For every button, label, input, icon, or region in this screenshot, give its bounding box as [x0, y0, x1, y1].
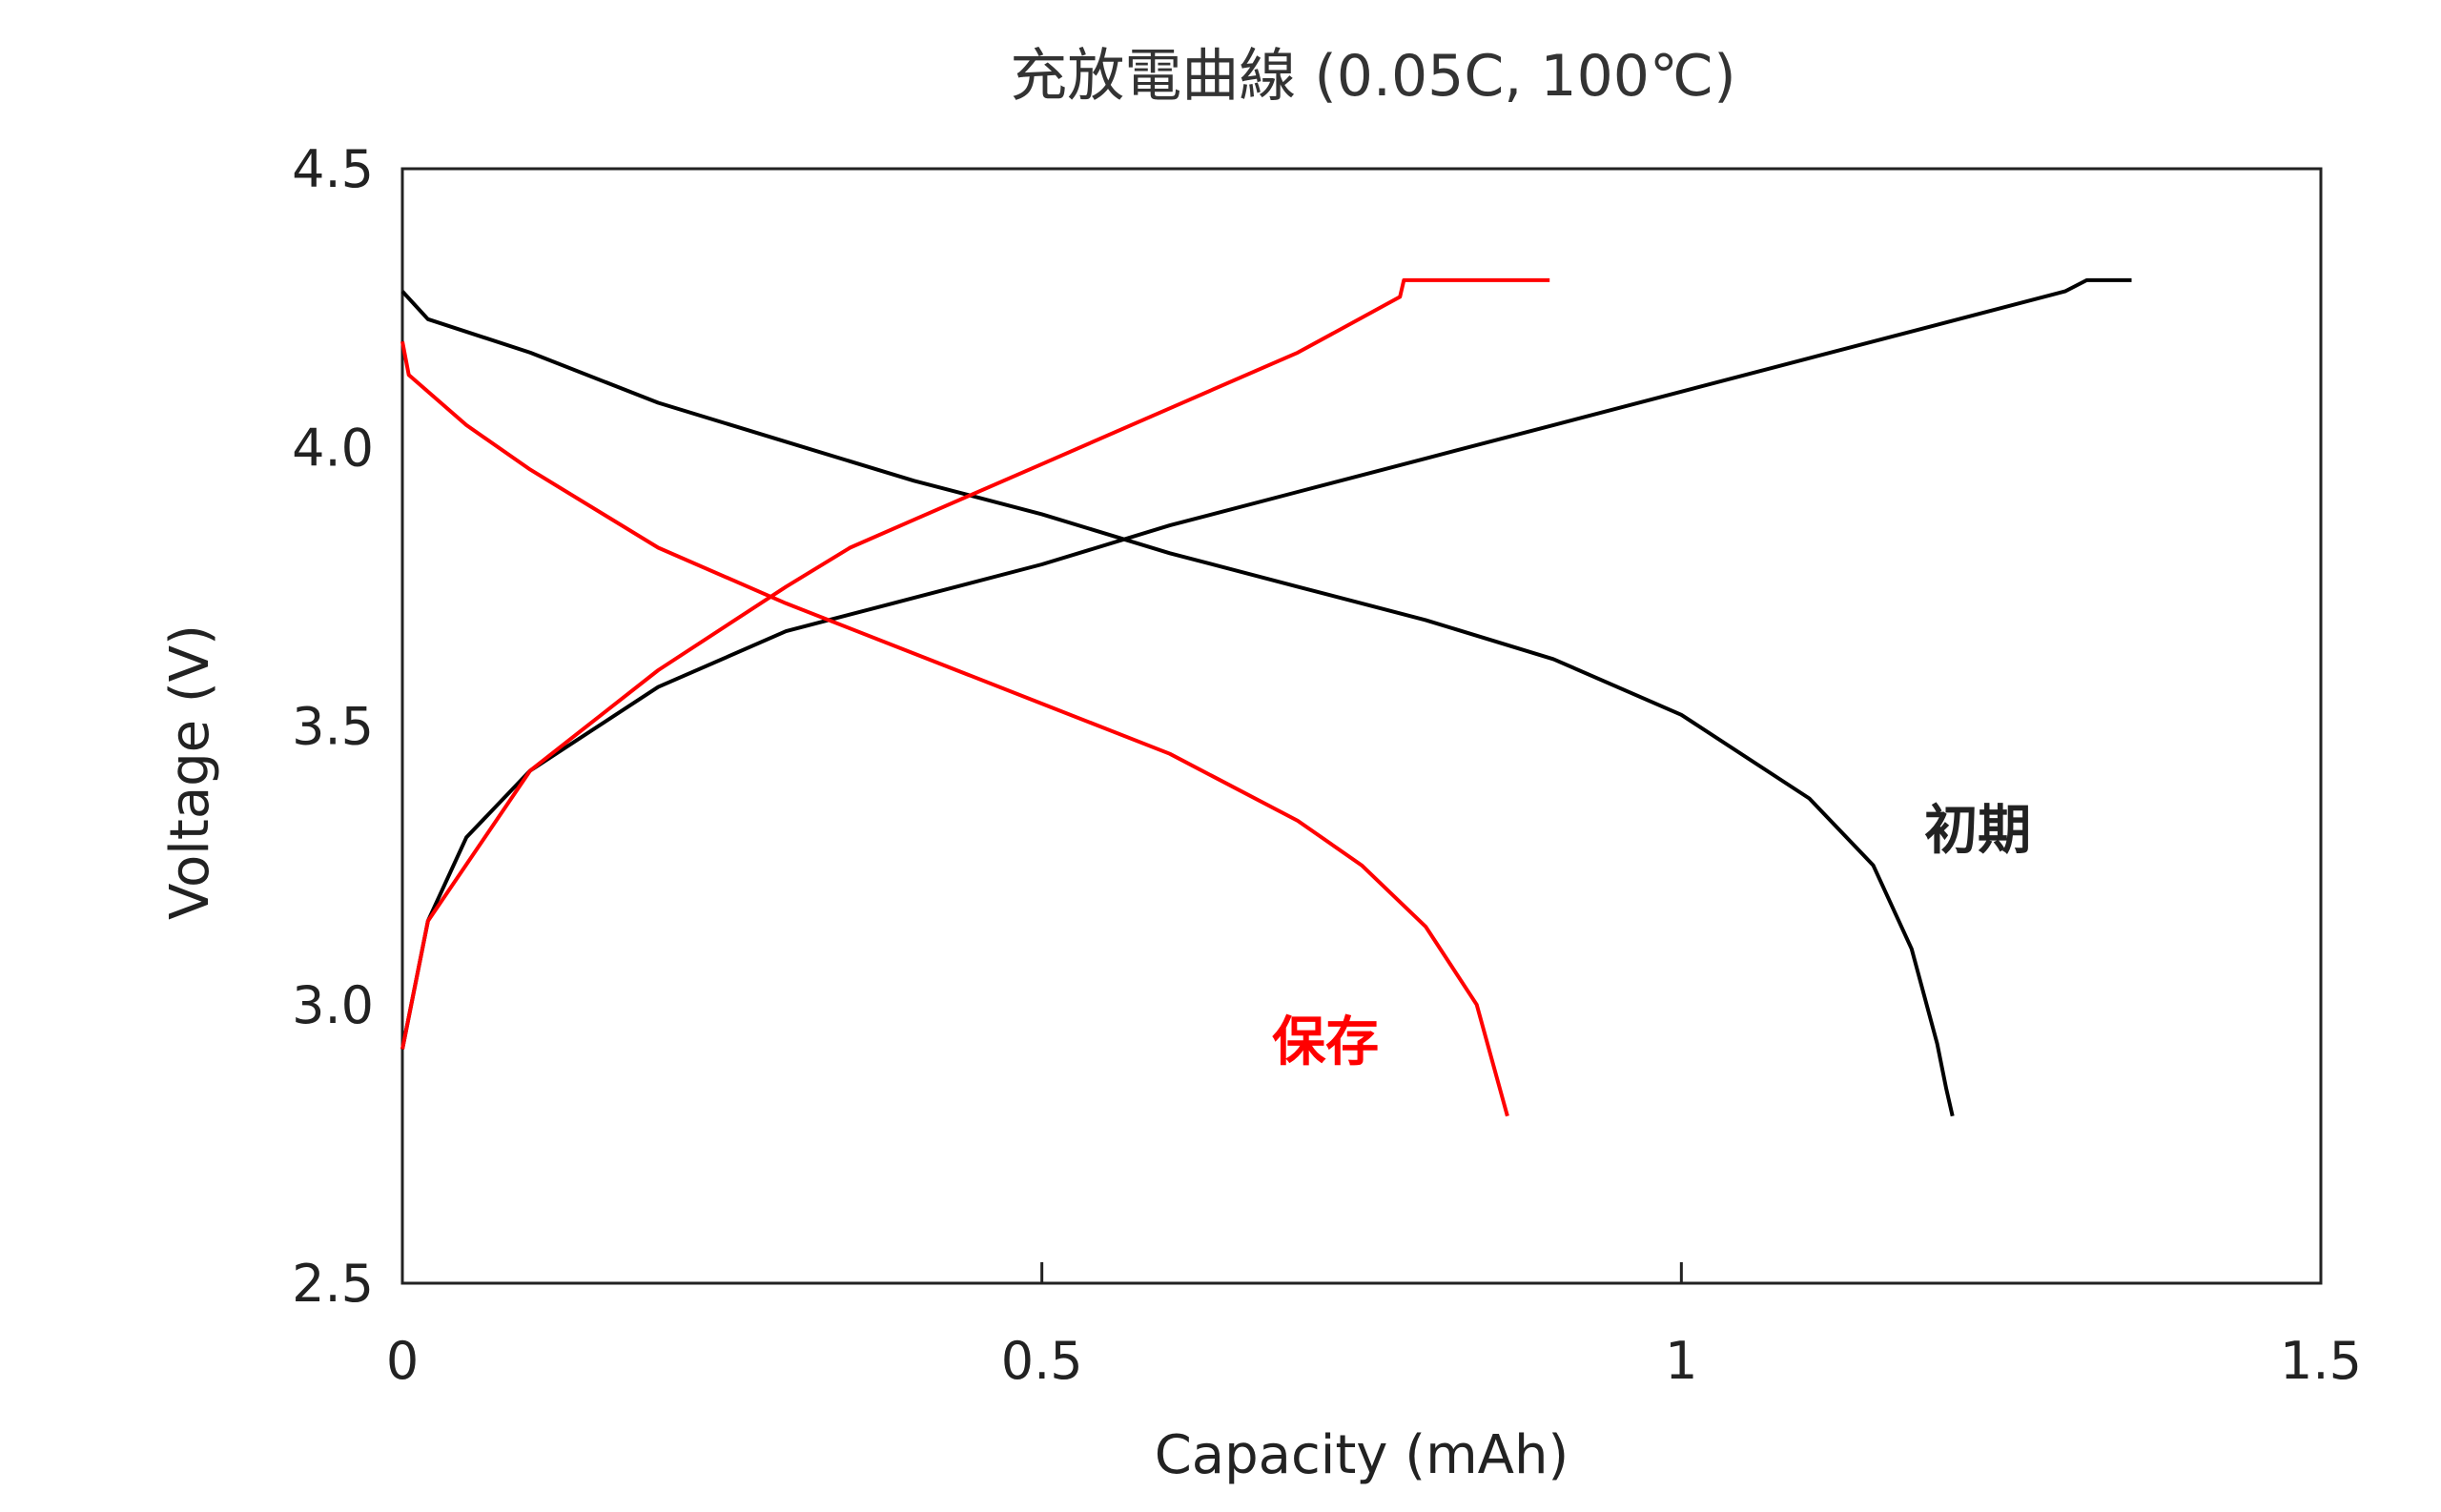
y-tick-label: 4.0	[292, 418, 374, 478]
y-tick-label: 4.5	[292, 139, 374, 199]
x-tick-label: 1.5	[2280, 1331, 2362, 1391]
x-tick-label: 0.5	[1001, 1331, 1083, 1391]
series-line	[400, 277, 2132, 1050]
series-annotation: 初期	[1924, 800, 2031, 862]
y-axis-label: Voltage (V)	[159, 624, 221, 920]
y-tick-label: 2.5	[292, 1254, 374, 1314]
x-axis-label: Capacity (mAh)	[1155, 1424, 1569, 1486]
series-line	[400, 277, 1550, 1050]
series-line	[400, 290, 1955, 1117]
y-tick-label: 3.5	[292, 697, 374, 757]
series-line	[400, 340, 1509, 1117]
plot-frame	[400, 167, 2323, 1285]
chart-title: 充放電曲線 (0.05C, 100℃)	[1010, 43, 1735, 110]
x-tick-label: 1	[1665, 1331, 1697, 1391]
series-annotation: 保存	[1272, 1011, 1379, 1073]
y-tick-label: 3.0	[292, 975, 374, 1035]
x-tick-label: 0	[386, 1331, 419, 1391]
